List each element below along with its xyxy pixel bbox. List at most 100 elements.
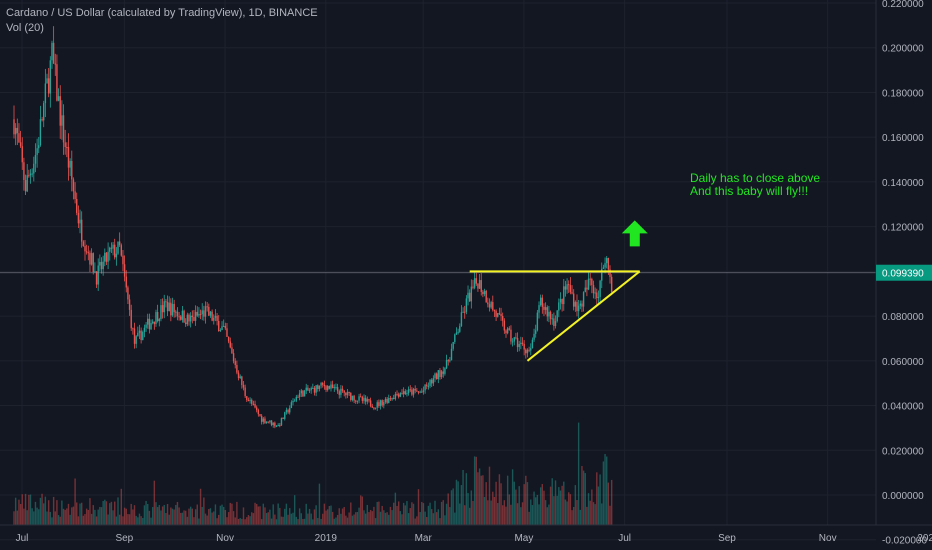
volume-bar — [89, 498, 91, 525]
candle-body — [538, 305, 540, 313]
volume-bar — [353, 514, 355, 525]
up-arrow-icon[interactable] — [621, 220, 648, 247]
candle-body — [530, 348, 532, 351]
volume-bar — [525, 475, 527, 525]
volume-bar — [389, 506, 392, 525]
volume-bar — [51, 517, 53, 525]
volume-bar — [561, 485, 563, 525]
volume-bar — [416, 516, 418, 525]
volume-bar — [71, 507, 73, 525]
time-tick-label: 2019 — [315, 533, 338, 544]
volume-bar — [201, 506, 203, 525]
candle-body — [312, 387, 314, 389]
candle-body — [87, 252, 89, 254]
candle-body — [523, 343, 525, 350]
time-tick-label: Nov — [216, 533, 234, 544]
candle-body — [553, 318, 555, 327]
volume-bar — [424, 511, 426, 525]
candle-body — [414, 388, 416, 391]
volume-bar — [255, 503, 258, 525]
volume-bar — [125, 508, 127, 525]
volume-bar — [397, 501, 400, 525]
candle-body — [492, 302, 494, 311]
candle-body — [26, 175, 28, 192]
candle-body — [331, 384, 334, 388]
candle-body — [480, 280, 482, 292]
volume-bar — [498, 474, 501, 525]
candle-body — [143, 327, 146, 332]
candle-body — [369, 400, 372, 407]
candle-body — [437, 370, 440, 380]
volume-bar — [300, 513, 302, 525]
volume-bar — [493, 496, 496, 525]
candle-body — [191, 315, 194, 318]
volume-bar — [274, 514, 276, 525]
volume-bar — [473, 456, 476, 525]
candle-body — [431, 379, 433, 384]
candle-body — [145, 324, 147, 328]
volume-bar — [43, 503, 45, 525]
annotation-line-2: And this baby will fly!!! — [690, 184, 809, 198]
volume-bar — [257, 506, 260, 525]
candle-body — [464, 311, 466, 313]
volume-bar — [450, 490, 453, 525]
price-tick-label: 0.040000 — [882, 402, 924, 413]
candle-body — [482, 291, 484, 295]
volume-bar — [143, 505, 146, 525]
volume-bar — [492, 491, 494, 525]
volume-bar — [246, 517, 248, 525]
volume-bar — [156, 507, 159, 525]
volume-bar — [431, 509, 433, 525]
candle-body — [298, 393, 301, 397]
volume-bar — [31, 508, 33, 525]
volume-bar — [434, 500, 436, 525]
candle-body — [196, 311, 198, 316]
candle-body — [115, 253, 118, 258]
candle-body — [399, 393, 402, 397]
candle-body — [142, 331, 144, 341]
candle-body — [84, 246, 86, 252]
candle-body — [185, 322, 187, 325]
volume-bar — [128, 514, 131, 525]
trendline-drawings[interactable] — [0, 220, 876, 362]
volume-bar — [267, 512, 269, 525]
volume-bar — [260, 519, 263, 525]
volume-bar — [308, 508, 311, 525]
support-line[interactable] — [526, 270, 641, 362]
volume-bar — [508, 494, 510, 525]
candle-body — [246, 396, 248, 401]
volume-bar — [384, 512, 387, 525]
candle-body — [287, 409, 289, 413]
time-tick-label: Jul — [16, 533, 29, 544]
volume-bar — [80, 502, 83, 525]
volume-bar — [69, 514, 71, 525]
volume-bar — [406, 501, 408, 525]
candle-body — [18, 133, 20, 143]
time-axis[interactable]: Jul Sep Nov 2019 Mar May Jul Sep Nov 2020 — [0, 524, 932, 544]
volume-bar — [528, 511, 530, 525]
candle-body — [500, 313, 502, 317]
volume-bar — [54, 511, 56, 525]
volume-bar — [277, 503, 279, 525]
volume-bar — [518, 486, 520, 525]
volume-bar — [521, 502, 524, 525]
candle-body — [280, 417, 283, 426]
volume-bar — [393, 502, 395, 525]
candle-body — [92, 253, 94, 273]
candle-body — [104, 252, 106, 262]
volume-bar — [581, 466, 583, 525]
volume-bar — [127, 514, 129, 525]
volume-bar — [597, 486, 600, 525]
volume-bar — [551, 478, 553, 525]
candle-body — [14, 127, 17, 135]
volume-bar — [67, 503, 70, 525]
candle-body — [577, 305, 580, 312]
price-axis[interactable]: 0.220000 0.200000 0.180000 0.160000 0.140000… — [875, 0, 932, 550]
candle-body — [498, 313, 501, 315]
volume-bar — [472, 500, 474, 525]
candle-body — [282, 417, 284, 419]
candle-body — [39, 119, 42, 146]
volume-bar — [464, 505, 466, 525]
volume-bar — [419, 512, 421, 525]
